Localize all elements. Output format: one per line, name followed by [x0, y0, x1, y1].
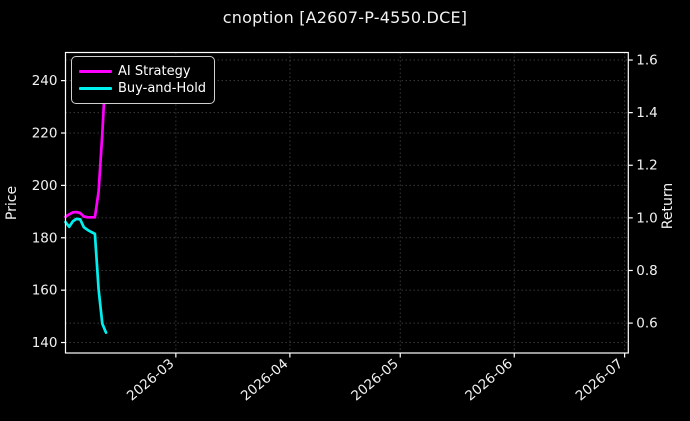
series-line-buy-and-hold — [64, 217, 108, 334]
y-tick-label-right: 0.8 — [636, 263, 657, 279]
chart-title: cnoption [A2607-P-4550.DCE] — [222, 8, 468, 27]
y-tick-label-left: 160 — [32, 283, 58, 299]
series-line-ai-strategy — [64, 61, 108, 219]
y-tick-label-left: 200 — [32, 178, 58, 194]
legend-label-buy-and-hold: Buy-and-Hold — [118, 81, 207, 96]
y-tick-label-right: 1.6 — [636, 53, 657, 69]
legend: AI Strategy Buy-and-Hold — [71, 56, 215, 104]
y-tick-label-right: 1.4 — [636, 105, 657, 121]
x-tick-label: 2026-03 — [124, 356, 177, 405]
x-tick-label: 2026-06 — [462, 356, 515, 405]
y-tick-label-left: 220 — [32, 126, 58, 142]
x-tick-label: 2026-05 — [348, 356, 401, 405]
plot-border — [64, 51, 629, 354]
legend-swatch-ai-strategy — [79, 70, 112, 73]
y-tick-label-left: 140 — [32, 335, 58, 351]
y-axis-label-right: Return — [660, 183, 676, 229]
legend-item-buy-and-hold: Buy-and-Hold — [79, 80, 206, 97]
y-tick-label-right: 1.2 — [636, 158, 657, 174]
y-tick-label-right: 1.0 — [636, 210, 657, 226]
y-tick-label-right: 0.6 — [636, 316, 657, 332]
y-tick-label-left: 180 — [32, 230, 58, 246]
legend-label-ai-strategy: AI Strategy — [118, 64, 191, 79]
y-tick-label-left: 240 — [32, 73, 58, 89]
x-tick-label: 2026-04 — [238, 356, 291, 405]
gridlines — [65, 52, 629, 353]
legend-item-ai-strategy: AI Strategy — [79, 63, 206, 80]
data-series-lines — [64, 61, 108, 334]
y-axis-label-left: Price — [4, 186, 20, 220]
legend-swatch-buy-and-hold — [79, 87, 112, 90]
axes: 2026-03 2026-04 2026-05 2026-06 2026-07 240 22… — [32, 51, 658, 405]
x-tick-label: 2026-07 — [573, 356, 626, 405]
